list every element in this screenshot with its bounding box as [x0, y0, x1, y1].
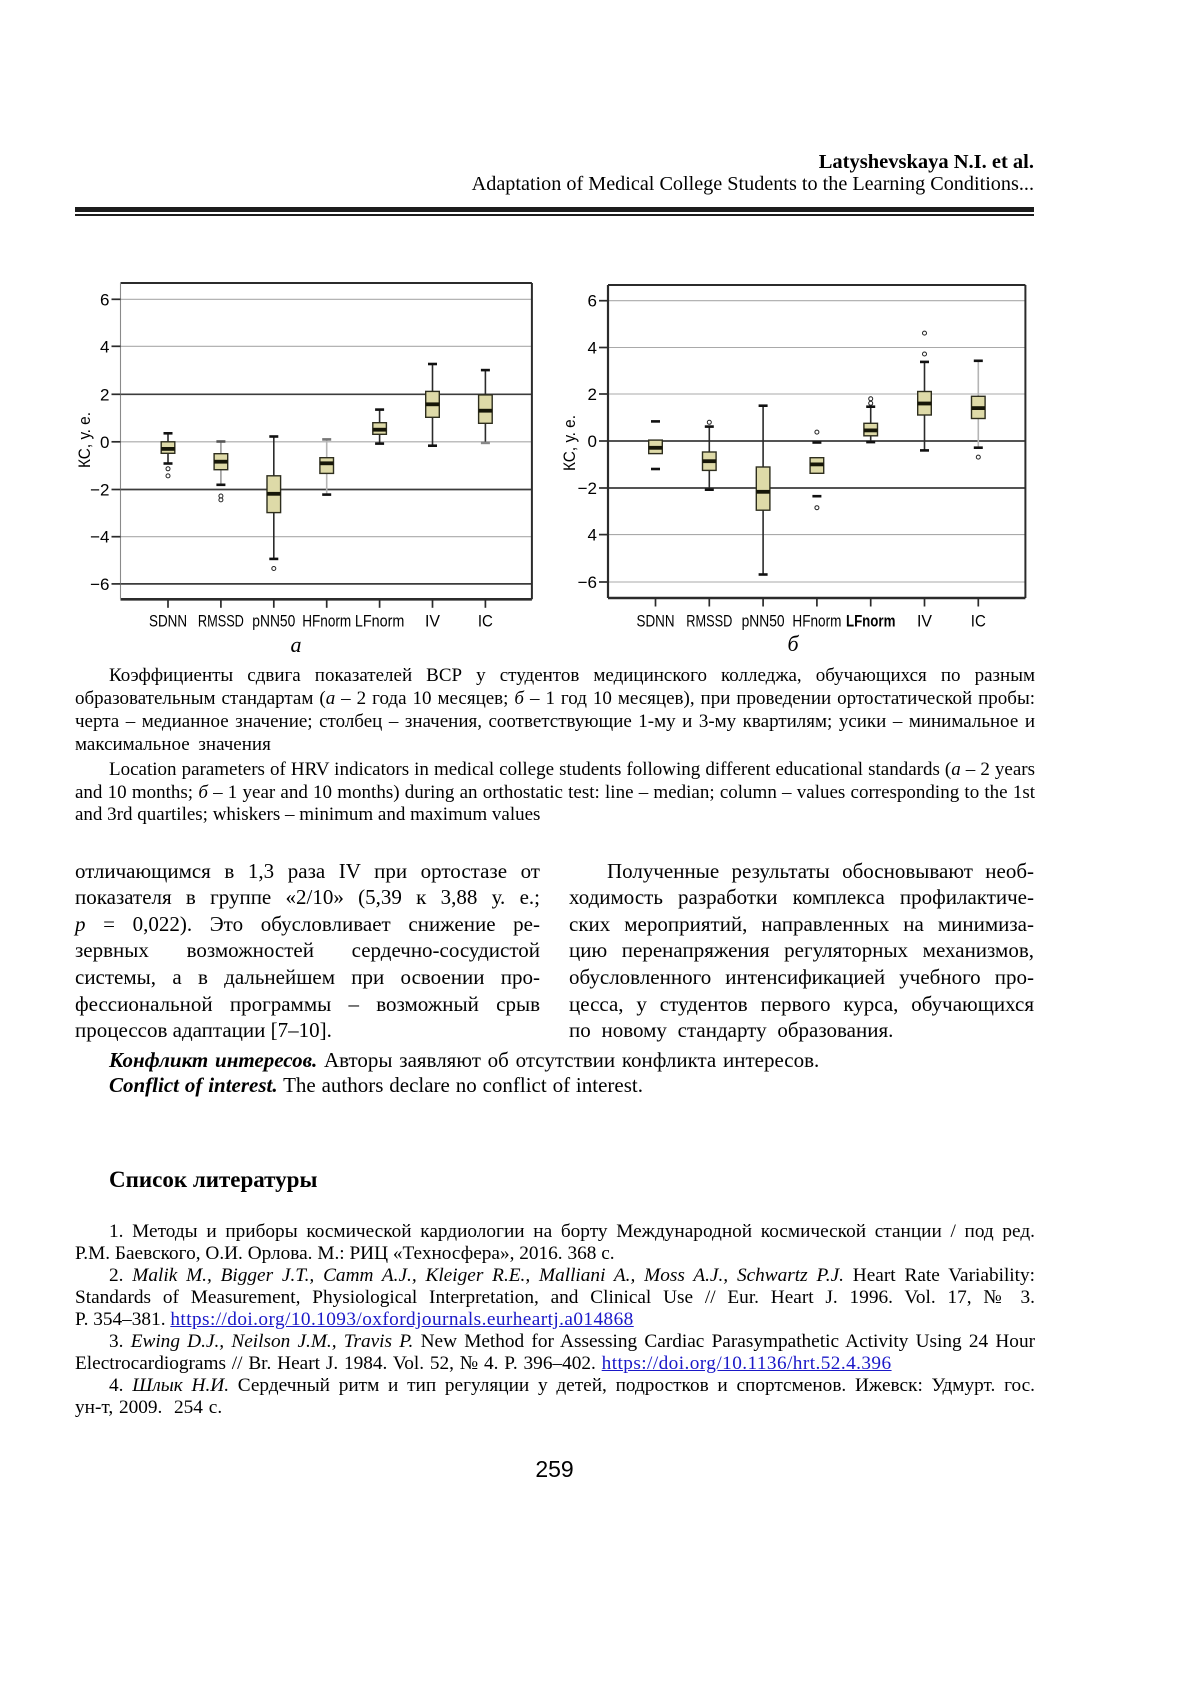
svg-text:2: 2: [100, 385, 109, 404]
svg-text:HFnorm: HFnorm: [302, 612, 351, 631]
svg-text:pNN50: pNN50: [252, 612, 295, 631]
svg-text:RMSSD: RMSSD: [686, 612, 732, 631]
svg-text:−2: −2: [90, 481, 109, 500]
svg-text:RMSSD: RMSSD: [198, 612, 244, 631]
svg-text:pNN50: pNN50: [742, 612, 785, 631]
svg-text:а: а: [291, 632, 302, 657]
svg-text:IC: IC: [478, 612, 493, 631]
svg-text:4: 4: [588, 339, 597, 358]
svg-text:2: 2: [588, 385, 597, 404]
svg-text:LFnorm: LFnorm: [355, 612, 405, 631]
svg-text:б: б: [787, 631, 799, 656]
svg-text:−6: −6: [578, 573, 597, 592]
svg-text:IC: IC: [971, 612, 986, 631]
svg-text:HFnorm: HFnorm: [792, 612, 841, 631]
svg-text:−4: −4: [90, 528, 109, 547]
svg-text:6: 6: [588, 292, 597, 311]
svg-text:КС, у. е.: КС, у. е.: [560, 415, 579, 471]
svg-text:0: 0: [588, 432, 597, 451]
svg-text:0: 0: [100, 433, 109, 452]
svg-text:SDNN: SDNN: [637, 612, 675, 631]
svg-text:IV: IV: [917, 612, 933, 631]
svg-text:6: 6: [100, 290, 109, 309]
svg-text:SDNN: SDNN: [149, 612, 187, 631]
svg-text:IV: IV: [425, 612, 441, 631]
svg-text:−2: −2: [578, 479, 597, 498]
svg-text:4: 4: [100, 337, 109, 356]
svg-text:КС, у. е.: КС, у. е.: [75, 412, 94, 468]
svg-text:LFnorm: LFnorm: [846, 612, 896, 631]
svg-text:−6: −6: [90, 575, 109, 594]
svg-text:4: 4: [588, 526, 597, 545]
